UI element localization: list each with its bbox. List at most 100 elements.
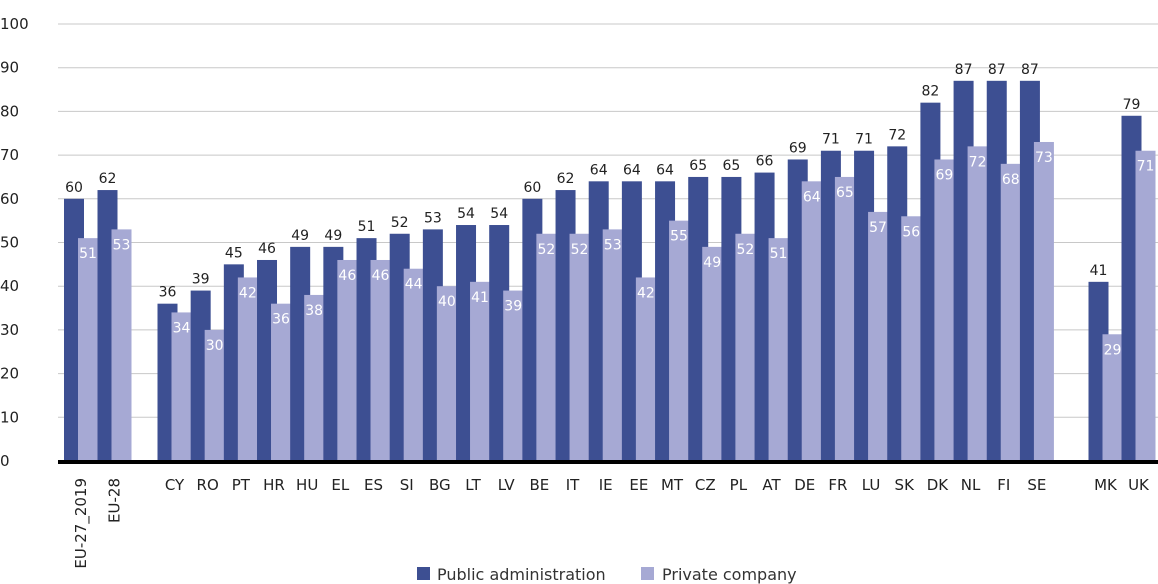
y-tick-label: 90: [0, 59, 19, 77]
x-category-label: EU-27_2019: [72, 478, 91, 569]
bar-private-company: [536, 233, 557, 461]
legend-label-public-administration: Public administration: [437, 565, 606, 584]
bar-private-company: [503, 290, 524, 461]
bar-private-company: [1102, 334, 1123, 461]
bar-private-company: [768, 238, 789, 461]
bar-private-company: [78, 238, 98, 461]
x-axis-category-labels: EU-27_2019 EU-28 CY RO PT HR HU EL ES SI BG LT LV BE I…: [72, 476, 1150, 569]
data-label-private-company: 52: [571, 242, 589, 258]
bar-private-company: [271, 303, 292, 461]
y-axis-tick-labels: 0 10 20 30 40 50 60 70 80 90 100: [0, 15, 29, 470]
data-label-private-company: 52: [736, 242, 754, 258]
data-label-public-administration: 72: [888, 127, 906, 143]
data-label-public-administration: 69: [789, 140, 807, 156]
data-label-private-company: 71: [1137, 159, 1155, 175]
data-label-public-administration: 54: [457, 206, 475, 222]
y-tick-label: 40: [0, 277, 19, 295]
bar-private-company: [868, 211, 889, 461]
legend: Public administration Private company: [417, 565, 797, 584]
data-label-private-company: 38: [305, 303, 323, 319]
data-label-private-company: 41: [471, 290, 489, 306]
data-label-private-company: 29: [1104, 342, 1122, 358]
data-label-private-company: 40: [438, 294, 456, 310]
x-category-label: PL: [730, 476, 748, 494]
x-category-label: LV: [498, 476, 516, 494]
y-tick-label: 100: [0, 15, 29, 33]
bars: 60 51 62 53 36 34 39 30 45 42 46 36 49 38 49 46 51 46 52 44…: [64, 62, 1156, 462]
x-category-label: BE: [529, 476, 549, 494]
data-label-public-administration: 87: [1021, 62, 1039, 78]
data-label-public-administration: 64: [590, 162, 608, 178]
x-category-label: SI: [400, 476, 414, 494]
x-category-label: PT: [232, 476, 251, 494]
y-tick-label: 70: [0, 146, 19, 164]
bar-private-company: [635, 277, 656, 461]
bar-private-company: [602, 229, 623, 461]
bar-private-company: [1033, 141, 1054, 462]
bar-private-company: [304, 294, 325, 461]
x-category-label: ES: [364, 476, 383, 494]
data-label-private-company: 52: [537, 242, 555, 258]
data-label-private-company: 55: [670, 229, 688, 245]
data-label-public-administration: 71: [822, 132, 840, 148]
data-label-private-company: 42: [239, 285, 257, 301]
y-tick-label: 10: [0, 408, 19, 426]
data-label-private-company: 53: [604, 237, 622, 253]
bar-private-company: [669, 220, 690, 461]
data-label-public-administration: 46: [258, 241, 276, 257]
data-label-private-company: 36: [272, 312, 290, 328]
bar-private-company: [403, 268, 424, 461]
data-label-private-company: 44: [405, 277, 423, 293]
x-category-label: AT: [762, 476, 781, 494]
bar-private-company: [901, 216, 922, 461]
x-category-label: RO: [197, 476, 219, 494]
bar-private-company: [735, 233, 756, 461]
data-label-private-company: 42: [637, 285, 655, 301]
bar-private-company: [470, 281, 491, 461]
x-category-label: CY: [165, 476, 185, 494]
x-category-label: CZ: [695, 476, 716, 494]
bar-private-company: [967, 146, 988, 462]
legend-swatch-private-company: [641, 567, 654, 580]
x-category-label: IE: [599, 476, 613, 494]
y-tick-label: 0: [0, 452, 10, 470]
x-category-label: EU-28: [106, 478, 124, 523]
data-label-private-company: 30: [206, 338, 224, 354]
data-label-public-administration: 36: [159, 285, 177, 301]
data-label-private-company: 72: [969, 154, 987, 170]
data-label-public-administration: 87: [988, 62, 1006, 78]
data-label-public-administration: 51: [358, 219, 376, 235]
x-category-label: UK: [1128, 476, 1150, 494]
x-category-label: DK: [927, 476, 950, 494]
bar-private-company: [702, 246, 723, 461]
data-label-public-administration: 49: [291, 228, 309, 244]
y-tick-label: 60: [0, 190, 19, 208]
data-label-private-company: 68: [1002, 172, 1020, 188]
data-label-private-company: 51: [770, 246, 788, 262]
data-label-private-company: 46: [338, 268, 356, 284]
data-label-private-company: 34: [173, 320, 191, 336]
data-label-public-administration: 49: [324, 228, 342, 244]
data-label-private-company: 64: [803, 189, 821, 205]
bar-private-company: [436, 286, 457, 461]
y-tick-label: 20: [0, 365, 19, 383]
bar-private-company: [237, 277, 258, 461]
bar-private-company: [337, 259, 358, 461]
data-label-private-company: 56: [902, 224, 920, 240]
x-category-label: HU: [296, 476, 318, 494]
data-label-public-administration: 82: [921, 84, 939, 100]
y-tick-label: 80: [0, 102, 19, 120]
x-category-label: FI: [997, 476, 1010, 494]
data-label-public-administration: 60: [65, 180, 83, 196]
data-label-public-administration: 71: [855, 132, 873, 148]
data-label-private-company: 65: [836, 185, 854, 201]
bar-private-company: [569, 233, 590, 461]
bar-private-company: [834, 176, 855, 461]
bar-private-company: [111, 229, 132, 461]
data-label-private-company: 69: [935, 167, 953, 183]
data-label-private-company: 51: [79, 246, 97, 262]
x-category-label: DE: [794, 476, 815, 494]
y-tick-label: 50: [0, 234, 19, 252]
data-label-public-administration: 87: [955, 62, 973, 78]
